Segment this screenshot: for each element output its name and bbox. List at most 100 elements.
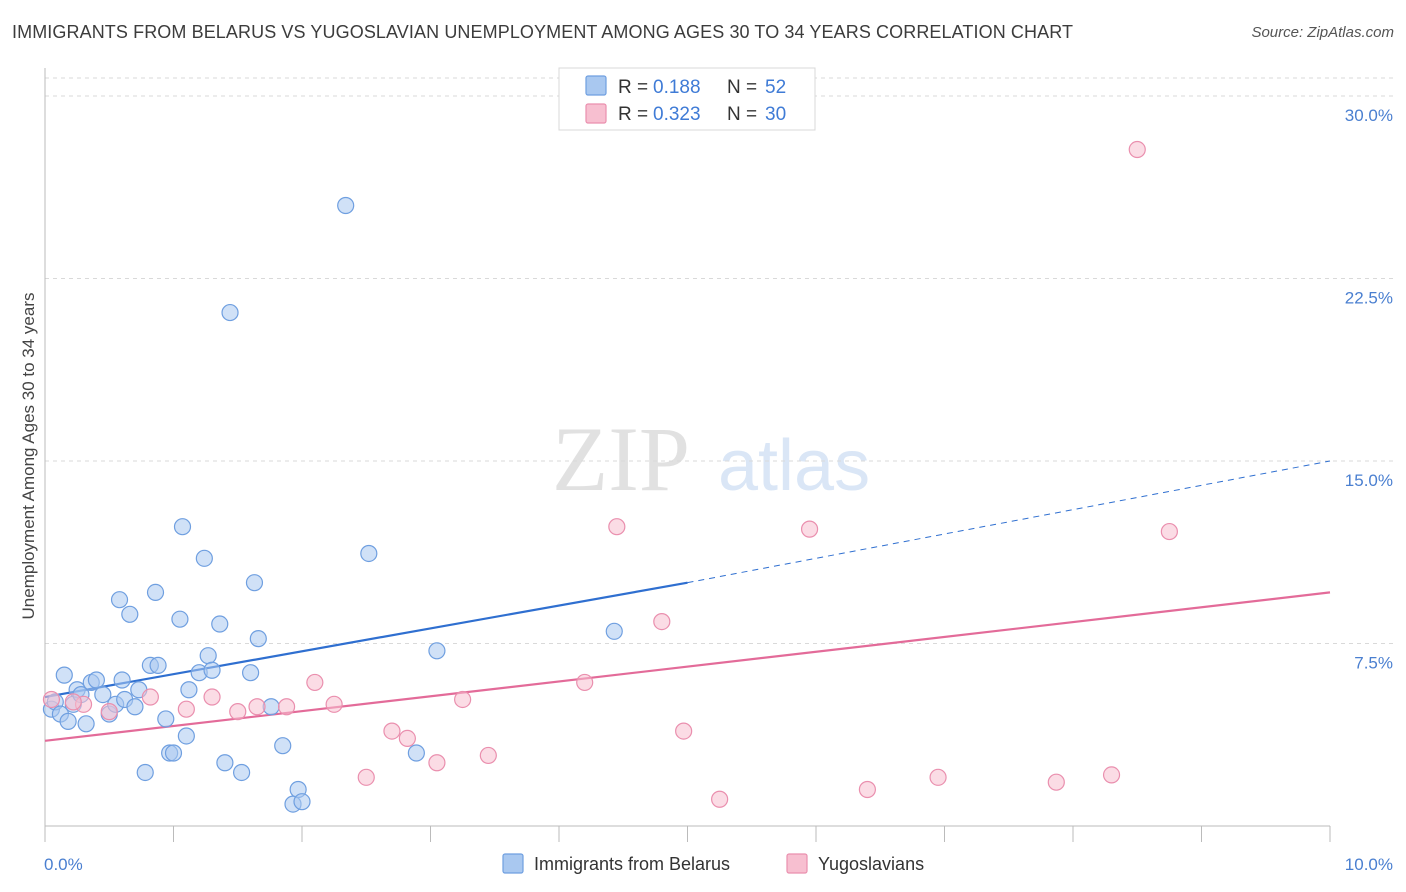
point-yugoslavians xyxy=(100,703,118,721)
point-belarus xyxy=(94,685,112,704)
point-yugoslavians xyxy=(64,693,82,711)
point-belarus xyxy=(121,605,139,623)
point-belarus xyxy=(337,196,355,215)
axes xyxy=(44,68,1331,842)
point-belarus xyxy=(136,763,154,782)
correlation-legend: R = 0.188 N = 52 R = 0.323 N = 30 xyxy=(558,67,816,131)
watermark: ZIP atlas xyxy=(552,408,870,510)
point-belarus xyxy=(199,647,217,665)
x-tick-labels: 0.0% 10.0% xyxy=(44,855,1393,874)
y-tick-label: 30.0% xyxy=(1345,106,1393,125)
y-tick-label: 7.5% xyxy=(1354,654,1393,673)
point-yugoslavians xyxy=(141,688,159,706)
point-belarus xyxy=(146,583,165,602)
x-tick-label-min: 0.0% xyxy=(44,855,83,874)
point-belarus xyxy=(221,303,239,322)
legend-swatch-pink xyxy=(585,103,607,124)
point-belarus xyxy=(149,656,167,675)
trend-lines xyxy=(44,460,1331,742)
y-tick-label: 15.0% xyxy=(1345,471,1393,490)
point-yugoslavians xyxy=(1160,522,1178,541)
y-tick-labels: 7.5% 15.0% 22.5% 30.0% xyxy=(1345,106,1393,673)
point-yugoslavians xyxy=(1128,140,1146,159)
bottom-legend-swatch-pink xyxy=(786,853,808,874)
point-belarus xyxy=(126,698,144,716)
x-tick-label-max: 10.0% xyxy=(1345,855,1393,874)
point-belarus xyxy=(605,622,623,640)
point-yugoslavians xyxy=(653,612,671,631)
point-yugoslavians xyxy=(357,768,375,786)
point-belarus xyxy=(113,671,131,689)
series-yugoslavians-points xyxy=(42,140,1178,808)
point-belarus xyxy=(157,710,175,728)
trend-line-belarus-extension xyxy=(687,460,1331,584)
point-belarus xyxy=(360,544,378,563)
point-yugoslavians xyxy=(428,754,446,772)
point-belarus xyxy=(173,518,192,536)
point-yugoslavians xyxy=(398,729,416,748)
point-yugoslavians xyxy=(675,722,693,740)
series-belarus-points xyxy=(42,196,623,813)
point-belarus xyxy=(171,610,189,628)
point-yugoslavians xyxy=(576,673,594,692)
point-belarus xyxy=(293,793,311,811)
point-belarus xyxy=(242,664,260,682)
point-yugoslavians xyxy=(800,520,819,538)
legend-n-value-1: 52 xyxy=(765,77,786,98)
point-belarus xyxy=(428,642,446,660)
point-belarus xyxy=(55,666,73,684)
point-belarus xyxy=(203,661,221,679)
point-yugoslavians xyxy=(203,688,221,706)
point-belarus xyxy=(77,715,95,733)
point-yugoslavians xyxy=(1102,766,1121,784)
y-tick-label: 22.5% xyxy=(1345,289,1393,308)
point-belarus xyxy=(233,763,251,782)
watermark-atlas: atlas xyxy=(718,426,870,506)
legend-r-value-1: 0.188 xyxy=(653,77,701,98)
point-belarus xyxy=(407,744,425,762)
point-belarus xyxy=(177,727,195,745)
point-belarus xyxy=(195,549,213,567)
point-belarus xyxy=(110,591,129,609)
point-yugoslavians xyxy=(929,768,947,786)
point-yugoslavians xyxy=(858,780,877,799)
trend-line-belarus xyxy=(44,581,688,699)
point-yugoslavians xyxy=(383,722,401,740)
point-yugoslavians xyxy=(479,746,497,765)
bottom-legend-label-blue: Immigrants from Belarus xyxy=(534,854,730,874)
point-belarus xyxy=(274,737,292,755)
watermark-zip: ZIP xyxy=(552,408,690,510)
point-belarus xyxy=(211,615,229,633)
point-yugoslavians xyxy=(248,698,266,716)
source-label: Source: ZipAtlas.com xyxy=(1251,24,1394,41)
point-belarus xyxy=(87,671,106,689)
series-legend: Immigrants from Belarus Yugoslavians xyxy=(502,853,924,874)
point-belarus xyxy=(245,574,264,592)
legend-r-value-2: 0.323 xyxy=(653,104,701,125)
point-belarus xyxy=(164,744,183,762)
point-yugoslavians xyxy=(325,695,343,713)
point-belarus xyxy=(216,754,234,772)
bottom-legend-label-pink: Yugoslavians xyxy=(818,854,924,874)
point-belarus xyxy=(59,712,77,730)
point-yugoslavians xyxy=(177,700,195,718)
point-yugoslavians xyxy=(229,703,247,721)
point-yugoslavians xyxy=(42,690,61,709)
trend-line-yugoslavians xyxy=(44,591,1331,742)
point-yugoslavians xyxy=(277,698,296,716)
legend-r-label-2: R = xyxy=(618,104,648,125)
gridlines xyxy=(45,77,1395,644)
point-yugoslavians xyxy=(608,518,626,536)
y-axis-title: Unemployment Among Ages 30 to 34 years xyxy=(19,293,38,620)
bottom-legend-swatch-blue xyxy=(502,853,524,874)
point-belarus xyxy=(180,681,198,699)
legend-n-label-1: N = xyxy=(727,77,757,98)
point-yugoslavians xyxy=(1047,773,1065,791)
legend-r-label-1: R = xyxy=(618,77,648,98)
point-yugoslavians xyxy=(711,790,729,808)
point-yugoslavians xyxy=(306,673,324,692)
legend-swatch-blue xyxy=(585,75,607,96)
chart-title: IMMIGRANTS FROM BELARUS VS YUGOSLAVIAN U… xyxy=(12,22,1074,42)
legend-n-value-2: 30 xyxy=(765,104,786,125)
